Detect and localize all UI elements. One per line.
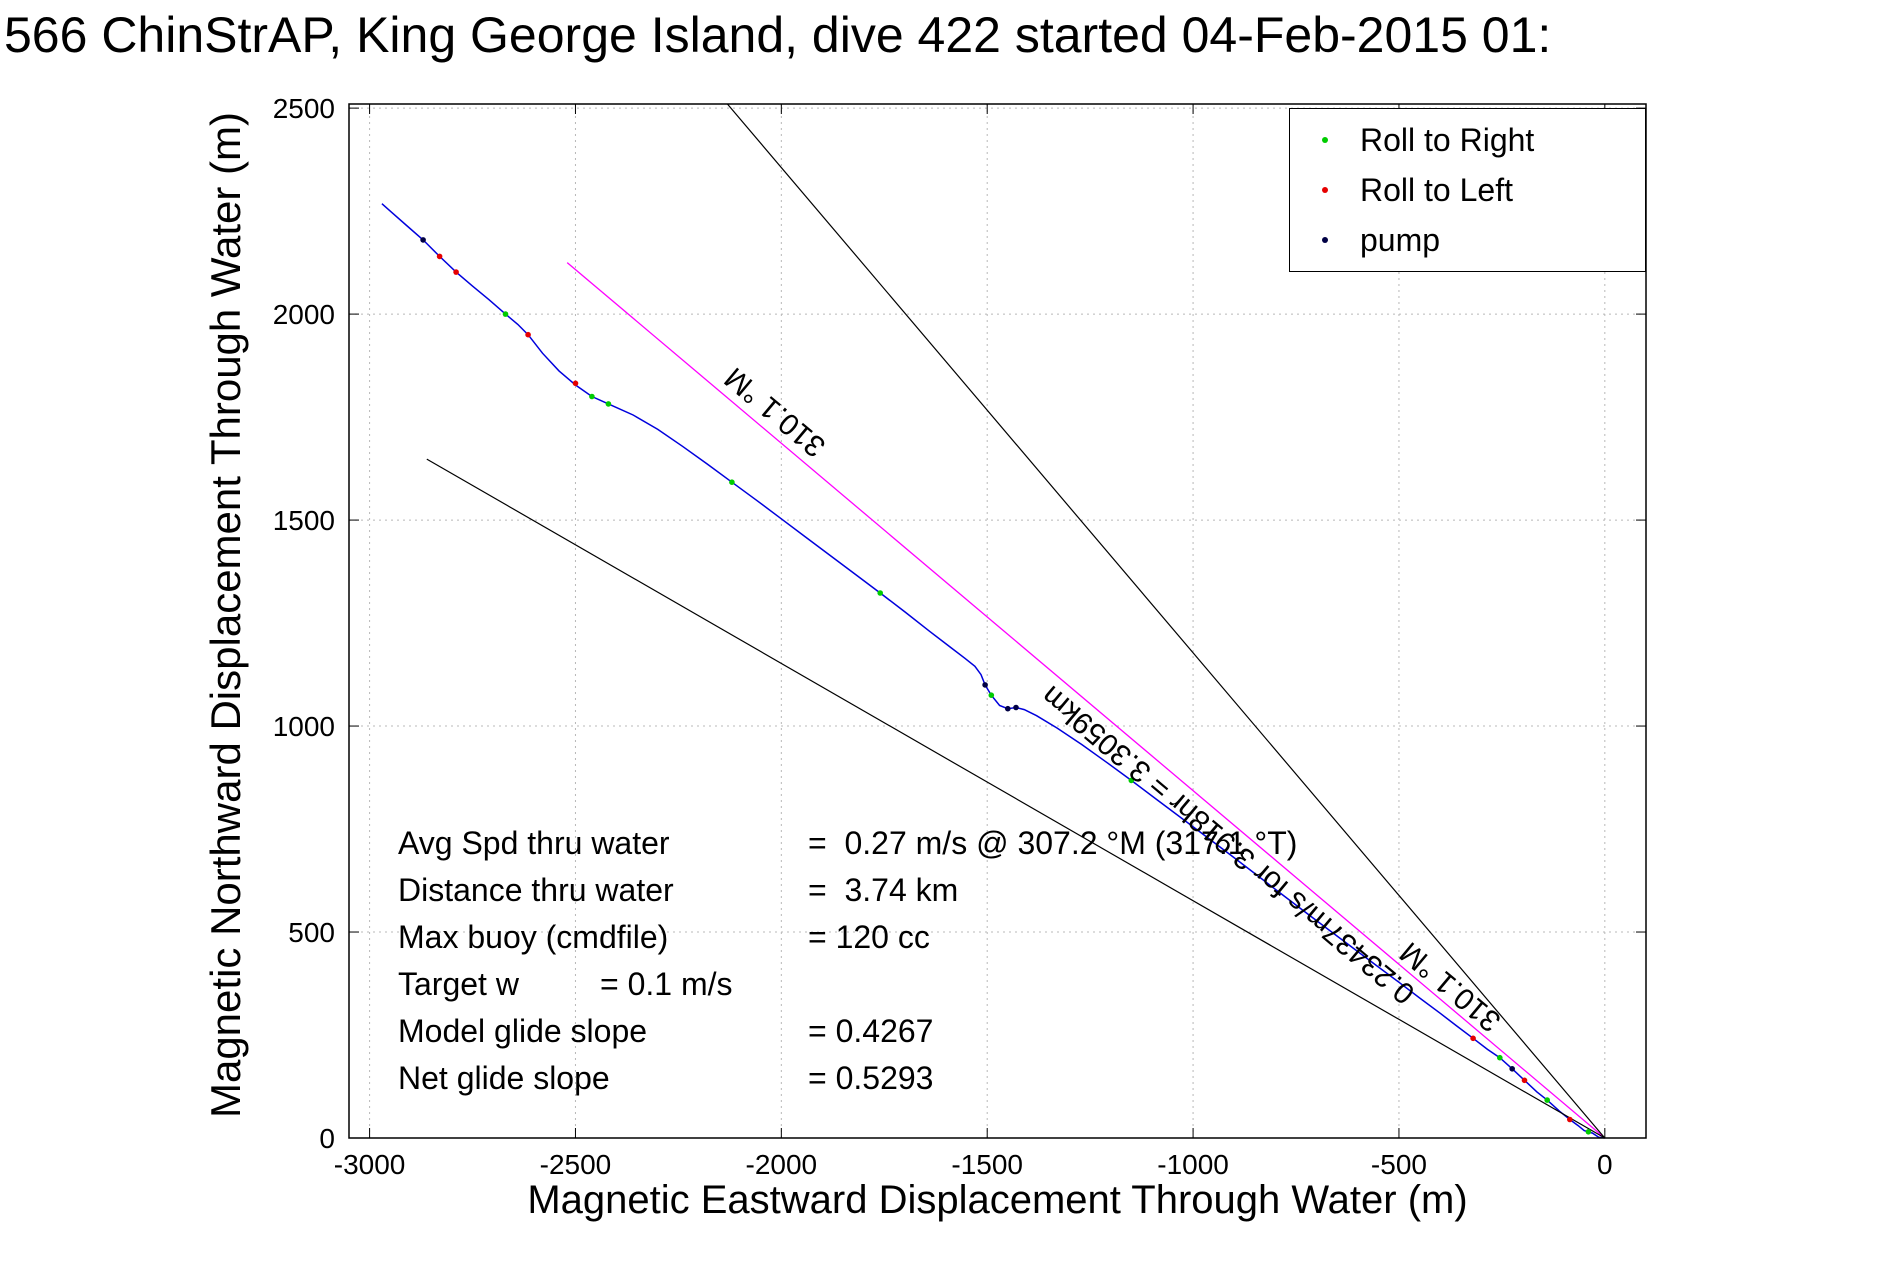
marker-roll-to-right [1497, 1054, 1503, 1061]
series-bearing-310-line [566, 262, 1606, 1139]
stat-value: = 0.4267 [808, 1013, 934, 1049]
stat-avg-speed: Avg Spd thru water = 0.27 m/s @ 307.2 °M… [398, 820, 1297, 867]
stat-value: = 0.27 m/s @ 307.2 °M (317.1 °T) [808, 825, 1298, 861]
series-fan-lower [426, 458, 1606, 1139]
marker-roll-to-left [436, 253, 443, 260]
marker-roll-to-right [1128, 777, 1135, 784]
series-dive-track [381, 203, 1605, 1139]
legend-label: Roll to Right [1360, 121, 1535, 158]
stat-label: Model glide slope [398, 1013, 648, 1049]
legend-item-roll-to-right: Roll to Right [1290, 116, 1645, 164]
x-tick-label: -2000 [746, 1149, 818, 1180]
stat-value: = 0.5293 [808, 1060, 934, 1096]
roll-to-right-marker-icon [1322, 137, 1328, 143]
annotation-0: 310.1 °M [718, 361, 831, 464]
stat-label: Max buoy (cmdfile) [398, 919, 669, 955]
marker-roll-to-left [1470, 1035, 1476, 1042]
marker-roll-to-left [453, 269, 459, 275]
marker-roll-to-right [877, 590, 883, 596]
marker-roll-to-right [1585, 1129, 1592, 1135]
plot-border [348, 103, 1647, 1139]
roll-to-left-marker-icon [1322, 187, 1328, 193]
marker-roll-to-left [572, 380, 579, 387]
marker-pump [1013, 704, 1019, 711]
marker-roll-to-left [1567, 1116, 1573, 1123]
marker-roll-to-right [988, 692, 995, 698]
stat-max-buoy: Max buoy (cmdfile) = 120 cc [398, 914, 1297, 961]
chart-title: 566 ChinStrAP, King George Island, dive … [4, 7, 1552, 63]
pump-marker-icon [1322, 237, 1328, 243]
marker-pump [420, 237, 426, 243]
stat-net-glide-slope: Net glide slope = 0.5293 [398, 1055, 1297, 1102]
x-tick-label: -2500 [540, 1149, 612, 1180]
dive-stats-block: Avg Spd thru water = 0.27 m/s @ 307.2 °M… [398, 820, 1297, 1102]
legend-label: Roll to Left [1360, 171, 1513, 208]
stat-label: Net glide slope [398, 1060, 610, 1096]
marker-pump [1509, 1066, 1515, 1072]
legend-label: pump [1360, 221, 1441, 258]
stat-value: = 3.74 km [808, 872, 959, 908]
x-tick-label: -3000 [334, 1149, 406, 1180]
x-tick-label: 0 [1597, 1149, 1613, 1180]
stat-label: Target w [398, 966, 519, 1002]
stat-target-w: Target w = 0.1 m/s [398, 961, 1297, 1008]
x-tick-label: -500 [1371, 1149, 1427, 1180]
marker-roll-to-right [605, 401, 612, 407]
y-axis-label: Magnetic Northward Displacement Through … [202, 111, 249, 1119]
x-tick-label: -1500 [951, 1149, 1023, 1180]
y-tick-label: 0 [319, 1123, 335, 1154]
marker-roll-to-right [502, 311, 509, 317]
stat-distance: Distance thru water = 3.74 km [398, 867, 1297, 914]
marker-roll-to-right [729, 479, 735, 486]
stat-label: Distance thru water [398, 872, 674, 908]
y-tick-label: 500 [288, 917, 335, 948]
y-tick-label: 2500 [273, 93, 335, 124]
stat-model-glide-slope: Model glide slope = 0.4267 [398, 1008, 1297, 1055]
marker-pump [1005, 705, 1011, 712]
x-tick-label: -1000 [1157, 1149, 1229, 1180]
y-tick-label: 1500 [273, 505, 335, 536]
marker-roll-to-right [589, 393, 595, 400]
legend-item-pump: pump [1290, 216, 1645, 264]
marker-roll-to-left [525, 331, 531, 338]
legend: Roll to Right Roll to Left pump [1289, 108, 1646, 272]
y-tick-label: 2000 [273, 299, 335, 330]
stat-value: = 0.1 m/s [600, 966, 733, 1002]
stat-value: = 120 cc [808, 919, 930, 955]
marker-roll-to-right [1544, 1097, 1550, 1103]
stat-label: Avg Spd thru water [398, 825, 670, 861]
marker-pump [982, 682, 988, 688]
legend-item-roll-to-left: Roll to Left [1290, 166, 1645, 214]
y-tick-label: 1000 [273, 711, 335, 742]
marker-roll-to-left [1521, 1077, 1528, 1084]
series-fan-upper [726, 103, 1606, 1139]
x-axis-label: Magnetic Eastward Displacement Through W… [527, 1178, 1468, 1222]
